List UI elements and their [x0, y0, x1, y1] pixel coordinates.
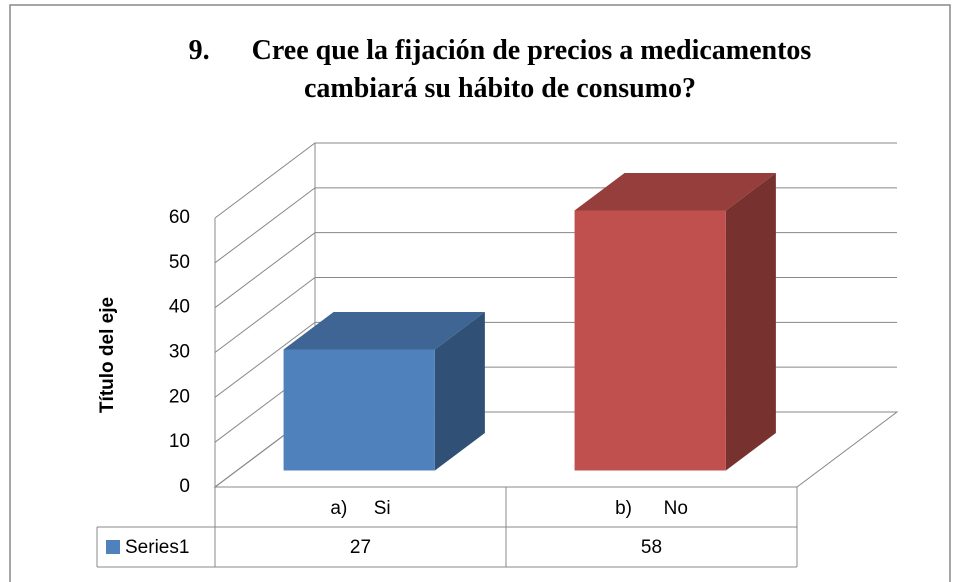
table-value: 27	[350, 537, 371, 558]
bar-front	[574, 210, 726, 471]
x-tick-label: b) No	[615, 498, 688, 519]
bar-top	[574, 172, 776, 211]
grid-line	[214, 232, 897, 309]
grid-line	[214, 187, 897, 264]
y-tick-label: 0	[179, 476, 190, 497]
bar	[574, 172, 776, 471]
bar	[283, 311, 485, 471]
y-tick-label: 60	[169, 207, 190, 228]
chart-border	[9, 4, 951, 582]
bar-top	[283, 311, 485, 350]
x-tick-label: a) Si	[330, 498, 390, 519]
y-tick-label: 30	[169, 342, 190, 363]
bar-side	[434, 311, 485, 471]
y-tick-label: 50	[169, 252, 190, 273]
legend-label: Series1	[125, 537, 189, 558]
y-tick-label: 20	[169, 386, 190, 407]
bar-side	[725, 172, 776, 471]
chart-title: 9. Cree que la fijación de precios a med…	[188, 35, 819, 104]
y-axis-title: Título del eje	[97, 297, 118, 413]
y-tick-label: 10	[169, 431, 190, 452]
y-tick-label: 40	[169, 297, 190, 318]
bar-front	[283, 349, 435, 471]
grid-line	[214, 142, 897, 219]
table-value: 58	[641, 537, 662, 558]
legend-swatch	[106, 540, 120, 554]
